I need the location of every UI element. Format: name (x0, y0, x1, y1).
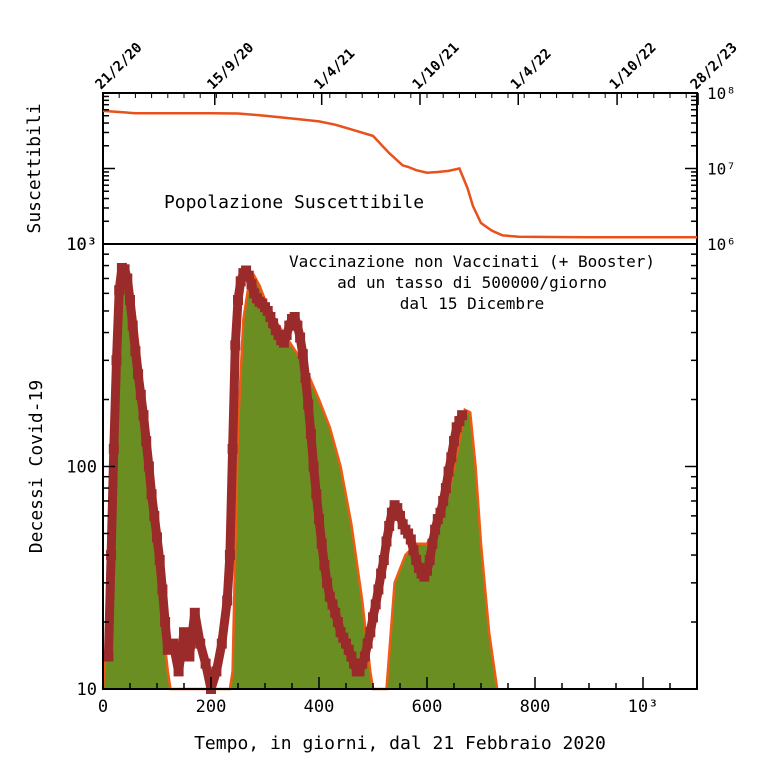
left-tick-label: 10³ (66, 235, 97, 255)
susceptible-panel: 10⁸ 10⁷ 10⁶ 10³ 21/2/20 15/9/20 1/4/21 1/10/21 1… (24, 40, 741, 255)
right-tick-label: 10⁷ (707, 160, 736, 179)
date-tick-label: 21/2/20 (93, 40, 146, 93)
right-tick-label: 10⁶ (707, 235, 736, 254)
date-tick-label: 1/10/21 (409, 40, 462, 93)
annotation-line: ad un tasso di 500000/giorno (337, 273, 607, 292)
susceptible-frame (102, 92, 698, 245)
annotation-line: dal 15 Dicembre (400, 294, 545, 313)
x-tick-label: 0 (98, 697, 108, 717)
susceptible-annotation: Popolazione Suscettibile (164, 192, 424, 213)
y-axis-title: Decessi Covid-19 (26, 380, 47, 553)
annotation-line: Vaccinazione non Vaccinati (+ Booster) (289, 252, 655, 271)
y-tick-label: 10 (77, 680, 97, 700)
x-tick-label: 400 (304, 697, 335, 717)
right-tick-label: 10⁸ (707, 84, 736, 103)
susceptible-y-title: Suscettibili (24, 103, 45, 233)
data-band (103, 263, 467, 694)
x-tick-label: 10³ (628, 697, 659, 717)
date-tick-label: 1/10/22 (607, 40, 660, 93)
date-tick-label: 1/4/22 (508, 46, 555, 93)
trough-gap (208, 643, 213, 689)
date-tick-label: 15/9/20 (204, 40, 257, 93)
date-tick-label: 1/4/21 (311, 46, 358, 93)
model-area (103, 263, 498, 689)
x-tick-label: 600 (412, 697, 443, 717)
susceptible-line (102, 109, 697, 239)
y-tick-label: 10³ (66, 235, 97, 255)
x-tick-label: 800 (520, 697, 551, 717)
x-axis-title: Tempo, in giorni, dal 21 Febbraio 2020 (194, 733, 606, 754)
x-tick-label: 200 (196, 697, 227, 717)
deaths-panel: 10 100 10³ 0 200 400 600 800 10³ Tempo, in giorni… (26, 235, 698, 754)
y-tick-label: 100 (66, 458, 97, 478)
